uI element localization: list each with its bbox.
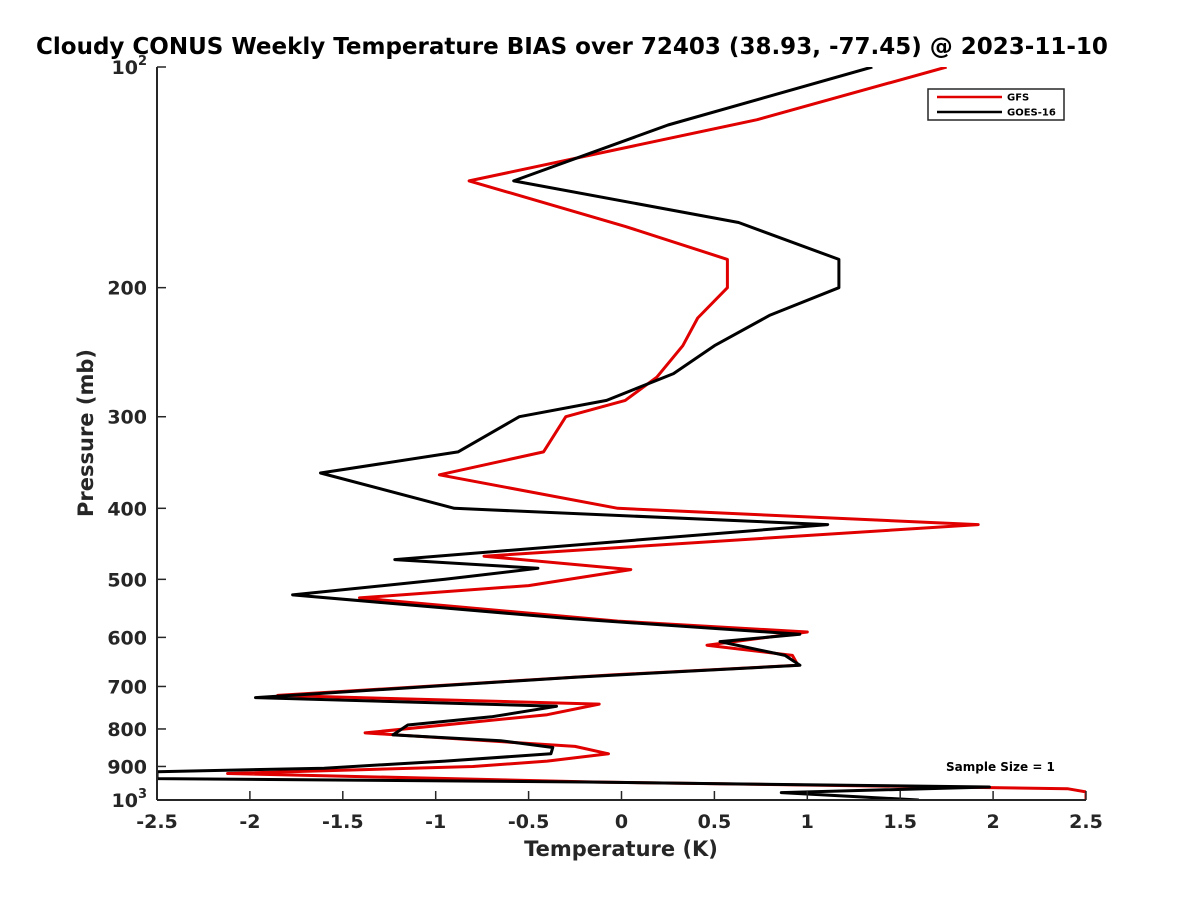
- x-tick-label: -1: [425, 811, 446, 833]
- series-line-gfs: [226, 67, 1086, 800]
- y-tick-label-exponent: 3: [138, 787, 147, 802]
- y-tick-label-base: 400: [107, 498, 147, 520]
- y-tick-label: 700: [107, 676, 147, 698]
- legend: GFS GOES-16: [927, 88, 1065, 121]
- y-tick-label: 900: [107, 756, 147, 778]
- x-axis-ticks: -2.5 -2 -1.5 -1 -0.5 0 0.5 1 1.5 2 2.5: [136, 791, 1103, 833]
- y-tick-label: 300: [107, 407, 147, 429]
- x-tick-label: 1: [801, 811, 814, 833]
- y-tick-label: 102: [112, 54, 148, 79]
- plot-area: [156, 67, 1086, 801]
- x-tick-label: 0: [615, 811, 628, 833]
- legend-box: [927, 88, 1065, 121]
- y-tick-label: 800: [107, 719, 147, 741]
- x-axis-label: Temperature (K): [524, 837, 718, 861]
- x-tick-label: -2.5: [136, 811, 178, 833]
- y-tick-label-base: 10: [112, 57, 138, 79]
- sample-size-annotation: Sample Size = 1: [946, 760, 1055, 774]
- y-tick-label-base: 600: [107, 627, 147, 649]
- y-tick-label-base: 800: [107, 719, 147, 741]
- x-tick-label: 2: [986, 811, 999, 833]
- x-tick-label: 0.5: [698, 811, 732, 833]
- y-tick-label-base: 500: [107, 569, 147, 591]
- y-tick-label: 103: [112, 787, 148, 812]
- x-tick-label: 2.5: [1069, 811, 1103, 833]
- series-layer: [157, 67, 1086, 800]
- x-tick-label: -0.5: [508, 811, 550, 833]
- y-tick-label: 400: [107, 498, 147, 520]
- y-tick-label-base: 900: [107, 756, 147, 778]
- y-tick-label-base: 10: [112, 790, 138, 812]
- y-tick-label-base: 300: [107, 407, 147, 429]
- x-tick-label: 1.5: [883, 811, 917, 833]
- x-tick-label: -2: [239, 811, 260, 833]
- y-axis-label: Pressure (mb): [74, 349, 98, 517]
- y-tick-label-base: 700: [107, 676, 147, 698]
- y-tick-label-exponent: 2: [138, 54, 147, 69]
- y-tick-label: 500: [107, 569, 147, 591]
- legend-label: GFS: [1007, 93, 1029, 104]
- y-tick-label: 600: [107, 627, 147, 649]
- series-line-goes-16: [157, 67, 991, 800]
- x-tick-label: -1.5: [322, 811, 364, 833]
- y-tick-label: 200: [107, 278, 147, 300]
- legend-label: GOES-16: [1007, 108, 1056, 119]
- y-tick-label-base: 200: [107, 278, 147, 300]
- chart-title: Cloudy CONUS Weekly Temperature BIAS ove…: [36, 34, 1108, 60]
